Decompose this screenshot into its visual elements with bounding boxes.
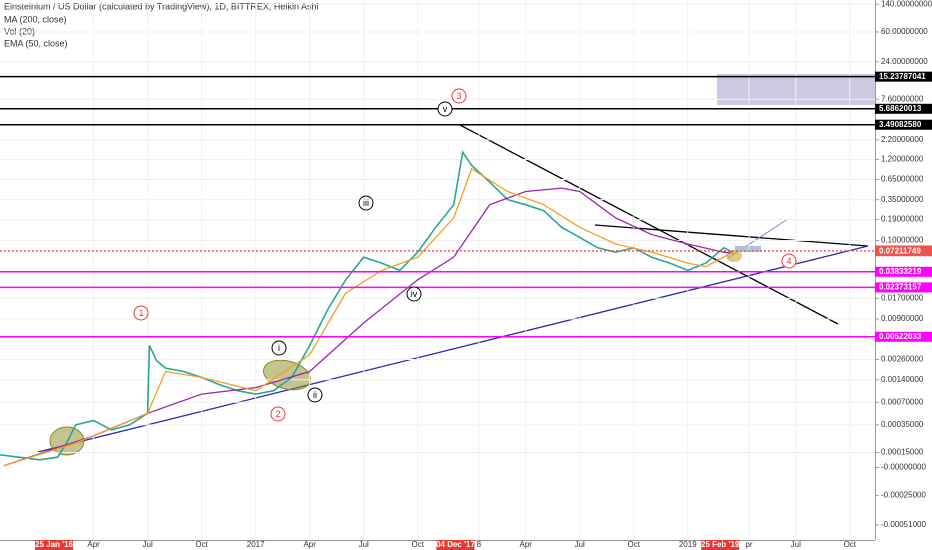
x-tick-label: Apr	[519, 540, 532, 549]
x-tick-label: Jul	[143, 540, 153, 549]
price-tag-label: 5.68620013	[879, 104, 922, 113]
wave-label: i	[278, 343, 280, 353]
y-tick-label: 140.00000000	[881, 0, 932, 8]
wave-marker	[133, 305, 149, 321]
trend-line	[594, 224, 869, 247]
wave-marker	[271, 340, 287, 356]
price-tag	[875, 282, 932, 293]
x-tick-label: 8	[477, 540, 482, 549]
x-tick-label: Oct	[844, 540, 857, 549]
x-tag	[701, 540, 740, 550]
indicator-label: EMA (50, close)	[4, 38, 68, 48]
price-tag-label: 0.00522033	[879, 332, 922, 341]
y-tick-label: 0.19000000	[881, 215, 924, 224]
series-line	[3, 187, 733, 467]
y-tick-label: 0.00035000	[881, 420, 924, 429]
indicator-label: MA (200, close)	[4, 14, 67, 24]
price-tag-label: 15.23787041	[879, 72, 926, 81]
y-tick-label: 0.10000000	[881, 236, 924, 245]
x-tick-label: Oct	[195, 540, 208, 549]
x-tick-label: Jul	[575, 540, 585, 549]
wave-label: 2	[275, 409, 280, 419]
y-tick-label: 0.00140000	[881, 375, 924, 384]
x-tick-label: Jul	[359, 540, 369, 549]
price-tag	[875, 119, 932, 130]
y-tick-label: 0.00260000	[881, 355, 924, 364]
price-tag	[875, 266, 932, 277]
wave-label: iii	[363, 198, 369, 208]
support-line	[37, 245, 869, 453]
indicator-label: Vol (20)	[4, 26, 35, 36]
y-tick-label: 1.20000000	[881, 155, 924, 164]
price-tag	[875, 246, 932, 257]
x-tick-label: Apr	[87, 540, 100, 549]
wave-marker	[270, 406, 286, 422]
price-tag-label: 0.07211749	[879, 246, 921, 255]
y2-tick-label: -0.00051000	[881, 520, 926, 529]
x-tag	[35, 540, 74, 550]
wave-marker	[437, 101, 453, 117]
y-tick-label: 7.60000000	[881, 94, 924, 103]
wave-marker	[781, 253, 797, 269]
x-tick-label: Oct	[628, 540, 641, 549]
wave-label: ii	[313, 390, 317, 400]
wave-label: iv	[411, 289, 418, 299]
chart-title: Einsteinium / US Dollar (calculated by T…	[4, 1, 318, 11]
x-tick-label: Jul	[791, 540, 801, 549]
price-tag	[875, 331, 932, 342]
highlight	[726, 250, 742, 262]
price-tag-label: 3.49082580	[879, 120, 922, 129]
wave-marker	[307, 387, 323, 403]
wave-label: 4	[786, 256, 791, 266]
y-tick-label: 0.00900000	[881, 314, 924, 323]
projection-box	[735, 246, 761, 252]
x-tick-label: 2019	[679, 540, 697, 549]
y-tick-label: 24.00000000	[881, 57, 928, 66]
x-tag	[436, 540, 475, 550]
y-tick-label: 2.20000000	[881, 135, 924, 144]
x-tick-label: pr	[745, 540, 752, 549]
wave-label: v	[443, 104, 448, 114]
price-tag	[875, 103, 932, 114]
y-tick-label: 60.00000000	[881, 27, 928, 36]
x-tag-label: 04 Dec '17	[436, 540, 475, 549]
x-tick-label: Oct	[411, 540, 424, 549]
y2-tick-label: -0.00025000	[881, 491, 926, 500]
wave-label: 3	[456, 91, 461, 101]
wave-marker	[358, 195, 374, 211]
x-tag-label: 25 Jan '16	[35, 540, 73, 549]
price-tag-label: 0.02373157	[879, 283, 922, 292]
wave-marker	[406, 286, 422, 302]
price-tag-label: 0.03833219	[879, 267, 922, 276]
x-tick-label: 2017	[247, 540, 265, 549]
y-tick-label: 0.00070000	[881, 397, 924, 406]
y-tick-label: 0.65000000	[881, 175, 924, 184]
y-tick-label: 0.00015000	[881, 448, 924, 457]
trend-line	[459, 124, 839, 325]
x-tag-label: 25 Feb '19	[701, 540, 740, 549]
y-tick-label: 0.35000000	[881, 195, 924, 204]
wave-label: 1	[138, 308, 143, 318]
price-tag	[875, 71, 932, 82]
wave-marker	[451, 88, 467, 104]
y-tick-label: 0.01700000	[881, 293, 924, 302]
y2-tick-label: -0.00000000	[881, 463, 926, 472]
x-tick-label: Apr	[303, 540, 316, 549]
